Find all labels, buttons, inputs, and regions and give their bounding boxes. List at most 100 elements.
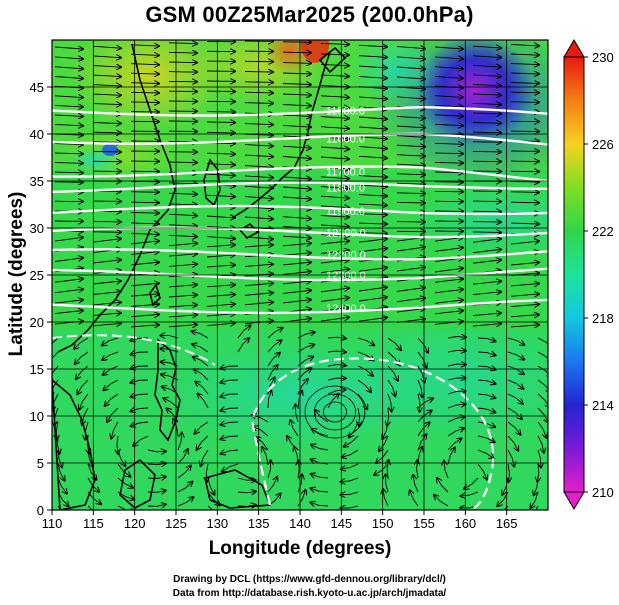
streamline (168, 214, 197, 215)
y-tick-label: 20 (30, 315, 44, 330)
streamline (477, 463, 487, 480)
streamline (447, 417, 465, 423)
streamline (320, 269, 349, 274)
streamline (537, 379, 548, 393)
streamline (503, 505, 509, 510)
contour-label: 11500.0 (326, 106, 365, 118)
streamline (434, 162, 463, 163)
coastline (238, 222, 260, 240)
streamline (206, 122, 235, 123)
streamline (357, 365, 373, 376)
streamline (57, 463, 65, 481)
streamline (131, 421, 149, 426)
streamline (54, 311, 83, 315)
streamline (130, 102, 159, 103)
streamline (327, 390, 345, 395)
streamline (206, 304, 235, 306)
streamline (297, 475, 302, 493)
streamline (282, 290, 311, 294)
streamline (472, 84, 501, 85)
streamline (168, 235, 197, 237)
y-tick-label: 25 (30, 268, 44, 283)
streamline (206, 255, 235, 257)
x-tick-label: 110 (42, 516, 63, 531)
streamline (472, 75, 501, 77)
streamline (177, 433, 182, 451)
streamline (168, 243, 197, 246)
streamline (320, 117, 349, 119)
streamline (507, 379, 524, 389)
streamline (168, 305, 197, 307)
streamline (396, 193, 425, 194)
streamline (477, 338, 496, 341)
y-tick-label: 45 (30, 80, 44, 95)
coastline (57, 43, 176, 353)
streamline (207, 477, 215, 495)
streamline (417, 351, 427, 368)
y-tick-label: 30 (30, 221, 44, 236)
contour-label: 12200.0 (326, 249, 366, 261)
streamline (437, 478, 449, 493)
streamline (472, 113, 501, 114)
streamline (434, 96, 463, 98)
grid-lines (52, 40, 548, 510)
streamline (472, 292, 501, 295)
streamline (396, 97, 425, 99)
streamline (206, 216, 235, 218)
streamline (510, 294, 539, 296)
streamline (396, 267, 425, 272)
streamline (206, 164, 235, 165)
x-tick-label: 145 (330, 516, 352, 531)
streamline (74, 337, 89, 349)
streamline (54, 258, 83, 262)
credit-data-source: Data from http://database.rish.kyoto-u.a… (172, 588, 447, 599)
streamline (396, 57, 425, 59)
streamline (386, 474, 388, 493)
streamline (349, 421, 359, 437)
streamline (58, 435, 60, 454)
streamline (379, 435, 389, 451)
streamline (510, 223, 539, 224)
streamline (193, 357, 209, 367)
streamline (396, 202, 425, 203)
streamline (344, 435, 359, 447)
streamline (54, 237, 83, 242)
vortex-streamline (323, 401, 347, 423)
streamline (168, 72, 197, 73)
streamline (358, 407, 360, 426)
streamline (268, 390, 271, 409)
streamline (54, 144, 83, 145)
y-axis-label: Latitude (degrees) (6, 191, 27, 357)
streamline (92, 85, 121, 86)
streamline (472, 94, 501, 95)
colorbar-max-arrow (563, 39, 585, 58)
streamline (507, 449, 514, 467)
streamline (177, 482, 193, 493)
streamline (472, 151, 501, 152)
streamline (54, 67, 83, 69)
x-tick-label: 155 (413, 516, 435, 531)
streamline (311, 445, 329, 451)
streamline (177, 466, 191, 479)
streamline (220, 408, 239, 411)
coastlines (52, 43, 347, 510)
streamline (220, 422, 239, 425)
x-tick-label: 165 (496, 516, 518, 531)
streamline (130, 213, 159, 214)
streamline (282, 300, 311, 304)
streamline (297, 332, 315, 339)
streamline (396, 174, 425, 175)
streamline (130, 283, 159, 286)
streamline (357, 379, 371, 392)
streamline (130, 366, 149, 369)
streamline (396, 164, 425, 165)
streamline (477, 380, 496, 384)
streamline (92, 292, 121, 295)
streamline (434, 279, 463, 283)
streamline (434, 182, 463, 183)
streamline (206, 265, 235, 267)
streamline (220, 366, 239, 369)
streamline (447, 378, 466, 380)
y-tick-label: 10 (30, 409, 44, 424)
streamline (447, 350, 466, 352)
